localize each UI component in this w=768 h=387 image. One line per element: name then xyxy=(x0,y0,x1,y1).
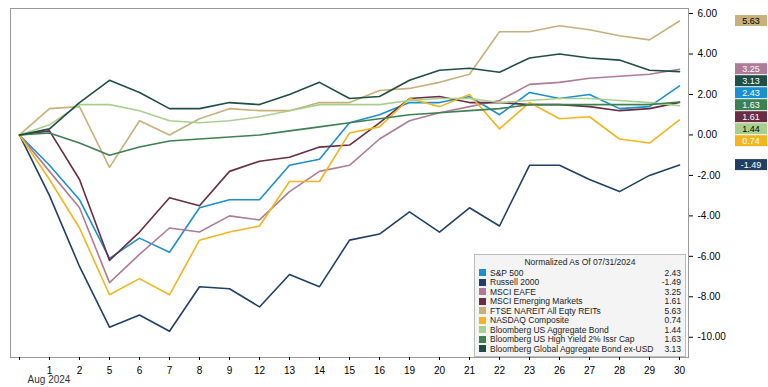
svg-text:27: 27 xyxy=(584,365,596,376)
svg-text:26: 26 xyxy=(554,365,566,376)
html-text:Bloomberg Global Aggregate Bon: Bloomberg Global Aggregate Bond ex-USD xyxy=(490,343,654,354)
svg-text:5: 5 xyxy=(107,365,113,376)
html-text:MSCI Emerging Markets: MSCI Emerging Markets xyxy=(490,296,583,307)
html-text:FTSE NAREIT All Eqty REITs: FTSE NAREIT All Eqty REITs xyxy=(490,305,601,316)
svg-text:-10.00: -10.00 xyxy=(698,331,727,342)
svg-text:2.00: 2.00 xyxy=(698,89,718,100)
html-text:3.25: 3.25 xyxy=(664,286,681,297)
svg-text:6.00: 6.00 xyxy=(698,8,718,19)
svg-text:1.61: 1.61 xyxy=(742,112,760,122)
svg-text:21: 21 xyxy=(464,365,476,376)
svg-text:13: 13 xyxy=(284,365,296,376)
svg-text:1.63: 1.63 xyxy=(742,100,760,110)
html-text:2.43: 2.43 xyxy=(664,267,681,278)
html-text:0.74: 0.74 xyxy=(664,315,681,326)
svg-text:19: 19 xyxy=(404,365,416,376)
svg-text:8: 8 xyxy=(197,365,203,376)
html-text:1.44: 1.44 xyxy=(664,324,681,335)
svg-text:15: 15 xyxy=(344,365,356,376)
html-text:Normalized As Of 07/31/2024: Normalized As Of 07/31/2024 xyxy=(524,257,636,267)
svg-text:2: 2 xyxy=(77,365,83,376)
html-text:3.13: 3.13 xyxy=(664,343,681,354)
html-text:Bloomberg US High Yield 2% Iss: Bloomberg US High Yield 2% Issr Cap xyxy=(490,334,635,345)
svg-text:16: 16 xyxy=(374,365,386,376)
svg-text:-1.49: -1.49 xyxy=(741,160,762,170)
svg-text:3.25: 3.25 xyxy=(742,64,760,74)
html-text:Bloomberg US Aggregate Bond: Bloomberg US Aggregate Bond xyxy=(490,324,609,335)
svg-text:0.00: 0.00 xyxy=(698,129,718,140)
svg-text:1: 1 xyxy=(46,364,53,376)
html-text:S&P 500: S&P 500 xyxy=(490,267,524,278)
svg-text:-2.00: -2.00 xyxy=(698,170,721,181)
svg-text:2.43: 2.43 xyxy=(742,88,760,98)
svg-text:14: 14 xyxy=(314,365,326,376)
svg-text:-6.00: -6.00 xyxy=(698,251,721,262)
svg-text:Aug 2024: Aug 2024 xyxy=(28,374,71,385)
svg-text:3.13: 3.13 xyxy=(742,76,760,86)
html-text:Russell 2000: Russell 2000 xyxy=(490,277,540,288)
html-text:5.63: 5.63 xyxy=(664,305,681,316)
svg-text:22: 22 xyxy=(494,365,506,376)
svg-text:28: 28 xyxy=(614,365,626,376)
svg-text:1.44: 1.44 xyxy=(742,124,760,134)
svg-text:5.63: 5.63 xyxy=(742,16,760,26)
svg-text:6: 6 xyxy=(137,365,143,376)
svg-text:30: 30 xyxy=(674,365,686,376)
svg-text:-4.00: -4.00 xyxy=(698,210,721,221)
svg-text:12: 12 xyxy=(254,365,266,376)
svg-text:9: 9 xyxy=(227,365,233,376)
svg-text:23: 23 xyxy=(524,365,536,376)
svg-text:7: 7 xyxy=(167,365,173,376)
svg-text:0.74: 0.74 xyxy=(742,136,760,146)
html-text:-1.49: -1.49 xyxy=(661,277,681,288)
svg-text:20: 20 xyxy=(434,365,446,376)
svg-text:4.00: 4.00 xyxy=(698,48,718,59)
html-text:1.63: 1.63 xyxy=(664,334,681,345)
svg-text:-8.00: -8.00 xyxy=(698,291,721,302)
svg-text:29: 29 xyxy=(644,365,656,376)
html-text:MSCI EAFE: MSCI EAFE xyxy=(490,286,536,297)
html-text:NASDAQ Composite: NASDAQ Composite xyxy=(490,315,569,326)
html-text:1.61: 1.61 xyxy=(664,296,681,307)
